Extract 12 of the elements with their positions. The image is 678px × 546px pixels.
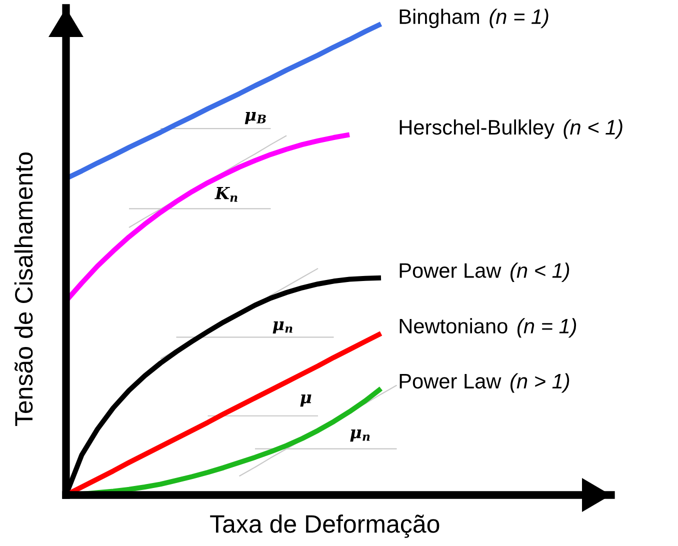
series-label: Power Law (n > 1) (400, 373, 570, 393)
text: Herschel-Bulkley (n < 1) (400, 119, 622, 139)
series-label: Power Law (n < 1) (400, 262, 570, 282)
annotation: μ$_{n}$ (272, 321, 292, 334)
annotation: μ$_{n}$ (350, 430, 370, 442)
series-label: Bingham (n = 1) (400, 8, 548, 28)
annotation: μ$_{B}$ (244, 112, 266, 124)
x-axis-title: Taxa de Deformação (210, 514, 440, 538)
annotation: K$_{n}$ (214, 186, 238, 202)
annotation: μ (300, 394, 312, 407)
series-label: Newtoniano (n = 1) (400, 318, 576, 338)
y-axis-title: Tensão de Cisalhamento (14, 152, 33, 426)
